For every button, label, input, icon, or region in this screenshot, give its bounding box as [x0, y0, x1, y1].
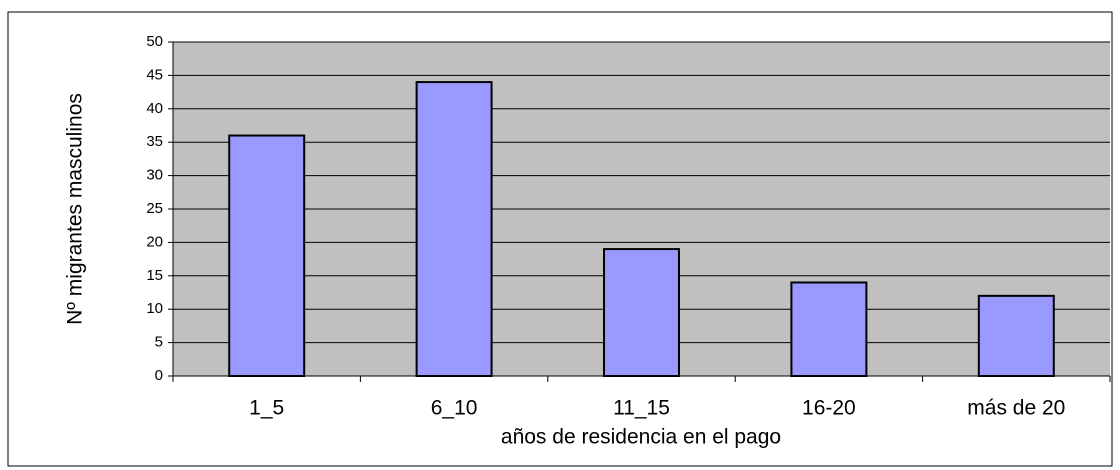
- bar: [977, 294, 1055, 377]
- y-axis-label: Nº migrantes masculinos: [64, 93, 87, 325]
- y-tick-label: 30: [146, 167, 163, 184]
- x-tick-label: más de 20: [967, 397, 1065, 420]
- y-tick-label: 40: [146, 100, 163, 117]
- y-tick-label: 15: [146, 267, 163, 284]
- bar: [228, 134, 306, 377]
- bar: [790, 281, 868, 378]
- x-tick-label: 1_5: [249, 397, 284, 420]
- bar: [603, 248, 680, 377]
- y-tick-label: 10: [146, 300, 163, 317]
- x-tick-label: 11_15: [613, 397, 670, 420]
- x-axis-label: años de residencia en el pago: [501, 426, 781, 449]
- y-tick-label: 50: [146, 33, 163, 50]
- x-tick-label: 6_10: [431, 397, 478, 420]
- y-tick-label: 45: [146, 66, 163, 83]
- bar: [415, 81, 493, 378]
- y-tick-label: 5: [155, 334, 163, 351]
- y-tick-label: 0: [155, 367, 163, 384]
- x-tick-label: 16-20: [802, 397, 856, 420]
- y-tick-label: 20: [146, 233, 163, 250]
- y-tick-label: 35: [146, 133, 163, 150]
- y-tick-label: 25: [146, 200, 163, 217]
